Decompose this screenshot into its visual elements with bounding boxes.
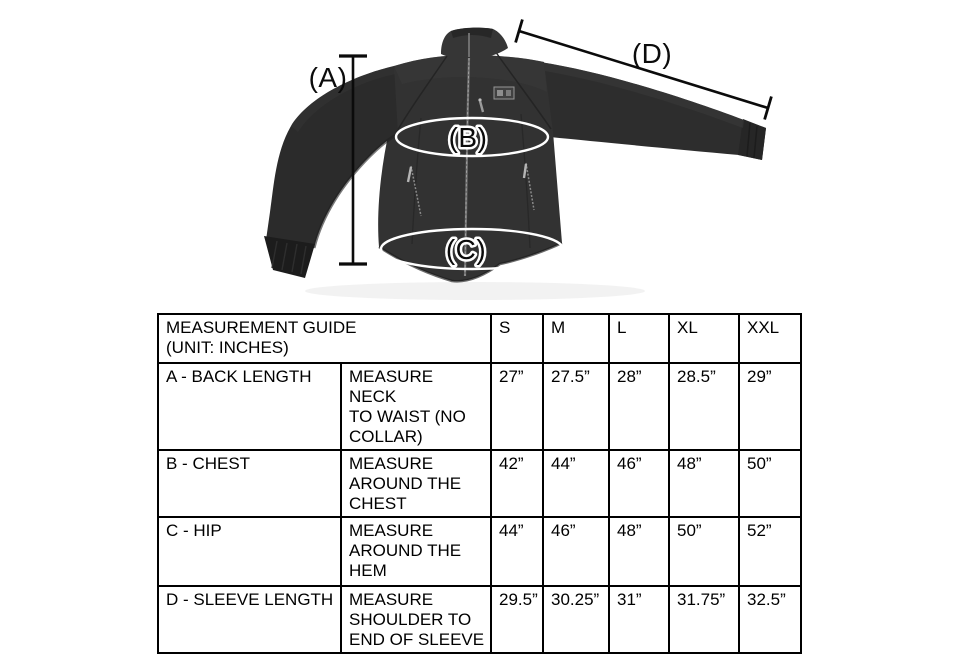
value-l: 31” <box>608 585 670 654</box>
row-description: MEASURE AROUND THE CHEST <box>340 449 492 518</box>
table-row-back-length: A - BACK LENGTH MEASURE NECK TO WAIST (N… <box>157 362 802 451</box>
jacket-right-sleeve <box>540 62 766 160</box>
left-pocket-zipper <box>410 165 422 217</box>
chest-highlight <box>394 55 547 92</box>
value-m: 44” <box>542 449 610 518</box>
value-xxl: 29” <box>738 362 802 451</box>
size-header-m: M <box>542 313 610 364</box>
jacket-measurement-figure: (A) (D) (B) (C) <box>264 19 773 300</box>
table-row-chest: B - CHEST MEASURE AROUND THE CHEST 42” 4… <box>157 449 802 518</box>
ground-shadow <box>305 282 645 300</box>
value-xl: 28.5” <box>668 362 740 451</box>
size-header-xxl: XXL <box>738 313 802 364</box>
table-row-sleeve-length: D - SLEEVE LENGTH MEASURE SHOULDER TO EN… <box>157 585 802 654</box>
row-description: MEASURE AROUND THE HEM <box>340 516 492 587</box>
table-header-row: MEASUREMENT GUIDE (UNIT: INCHES) S M L X… <box>157 313 802 364</box>
size-header-s: S <box>490 313 544 364</box>
measurement-table: MEASUREMENT GUIDE (UNIT: INCHES) S M L X… <box>157 313 802 654</box>
jacket-right-cuff <box>738 119 766 160</box>
measure-line-d <box>514 19 773 120</box>
row-description: MEASURE NECK TO WAIST (NO COLLAR) <box>340 362 492 451</box>
jacket-left-sleeve <box>266 66 398 248</box>
right-sleeve-highlight <box>538 62 744 128</box>
right-cuff-creases <box>746 122 758 159</box>
value-xxl: 50” <box>738 449 802 518</box>
row-description: MEASURE SHOULDER TO END OF SLEEVE <box>340 585 492 654</box>
value-l: 48” <box>608 516 670 587</box>
jacket-body <box>378 55 562 282</box>
value-xl: 31.75” <box>668 585 740 654</box>
collar-opening <box>451 27 493 38</box>
hem-shadow <box>378 241 563 283</box>
label-b: (B) <box>449 122 488 153</box>
value-m: 46” <box>542 516 610 587</box>
left-body-seam <box>411 117 422 245</box>
row-label: D - SLEEVE LENGTH <box>157 585 342 654</box>
value-m: 30.25” <box>542 585 610 654</box>
left-raglan-seam <box>395 52 450 134</box>
value-s: 42” <box>490 449 544 518</box>
value-s: 29.5” <box>490 585 544 654</box>
value-s: 27” <box>490 362 544 451</box>
measure-ellipse-b <box>394 116 550 158</box>
value-m: 27.5” <box>542 362 610 451</box>
measure-line-a <box>339 54 367 266</box>
right-pocket-zipper <box>525 162 535 211</box>
row-label: A - BACK LENGTH <box>157 362 342 451</box>
logo-mark-right <box>506 90 511 96</box>
value-xl: 48” <box>668 449 740 518</box>
value-s: 44” <box>490 516 544 587</box>
table-title: MEASUREMENT GUIDE (UNIT: INCHES) <box>157 313 492 364</box>
left-cuff-ribs <box>271 240 307 275</box>
table-row-hip: C - HIP MEASURE AROUND THE HEM 44” 46” 4… <box>157 516 802 587</box>
value-xxl: 32.5” <box>738 585 802 654</box>
left-sleeve-inner-shadow <box>312 132 399 249</box>
right-raglan-seam <box>494 50 552 130</box>
label-a: (A) <box>309 62 348 93</box>
front-zipper-teeth <box>464 57 470 277</box>
measurement-annotations: (A) (D) (B) (C) <box>309 19 773 271</box>
jacket-photo <box>264 27 766 300</box>
right-pocket-pull <box>522 163 528 179</box>
size-header-xl: XL <box>668 313 740 364</box>
left-sleeve-highlight <box>291 66 396 132</box>
row-label: B - CHEST <box>157 449 342 518</box>
value-xxl: 52” <box>738 516 802 587</box>
chest-zip-pull <box>478 100 485 113</box>
measure-ellipse-c <box>379 227 565 271</box>
value-l: 46” <box>608 449 670 518</box>
row-label: C - HIP <box>157 516 342 587</box>
label-d: (D) <box>632 38 672 69</box>
left-pocket-pull <box>406 166 413 183</box>
value-xl: 50” <box>668 516 740 587</box>
logo-mark-left <box>497 90 503 96</box>
label-c: (C) <box>446 234 486 265</box>
size-header-l: L <box>608 313 670 364</box>
value-l: 28” <box>608 362 670 451</box>
